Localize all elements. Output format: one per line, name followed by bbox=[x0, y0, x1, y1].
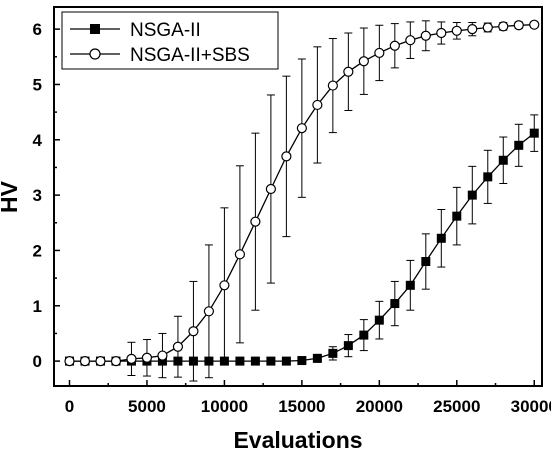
y-tick-label-1: 1 bbox=[33, 297, 42, 316]
legend-marker-sbs bbox=[89, 48, 101, 60]
data-point bbox=[390, 299, 400, 309]
data-point bbox=[281, 151, 292, 162]
y-axis-ticks: 0 1 2 3 4 5 6 bbox=[33, 20, 60, 371]
data-point bbox=[234, 249, 246, 260]
x-tick-label-0: 0 bbox=[65, 397, 74, 416]
data-point bbox=[79, 356, 91, 367]
data-point bbox=[374, 315, 384, 325]
data-point bbox=[420, 30, 431, 41]
plot-frame bbox=[53, 6, 543, 387]
data-point bbox=[513, 20, 524, 31]
legend-box bbox=[61, 11, 279, 70]
data-point bbox=[265, 183, 276, 195]
x-tick-label-4: 20000 bbox=[356, 397, 403, 416]
data-point bbox=[110, 356, 122, 367]
data-point bbox=[358, 56, 369, 67]
x-axis-title: Evaluations bbox=[233, 427, 362, 453]
data-point bbox=[235, 356, 245, 366]
data-point bbox=[203, 306, 215, 317]
series-1 bbox=[64, 19, 540, 382]
data-point bbox=[359, 330, 369, 340]
data-point bbox=[328, 348, 338, 358]
x-tick-label-2: 10000 bbox=[201, 397, 248, 416]
y-tick-label-2: 2 bbox=[33, 241, 42, 260]
data-point bbox=[296, 123, 307, 134]
data-point bbox=[421, 257, 431, 267]
data-point bbox=[482, 22, 493, 33]
y-tick-label-3: 3 bbox=[33, 186, 42, 205]
data-point bbox=[405, 280, 415, 290]
data-point bbox=[483, 172, 493, 182]
data-point bbox=[514, 140, 524, 150]
data-point bbox=[157, 350, 168, 361]
y-tick-label-6: 6 bbox=[33, 20, 42, 39]
data-point bbox=[529, 19, 540, 30]
data-point bbox=[95, 356, 106, 367]
legend-marker-nsga2 bbox=[90, 24, 100, 34]
legend: NSGA-II NSGA-II+SBS bbox=[61, 11, 279, 70]
data-point bbox=[498, 21, 509, 32]
legend-label-sbs: NSGA-II+SBS bbox=[130, 45, 250, 66]
x-tick-label-3: 15000 bbox=[278, 397, 325, 416]
x-tick-label-1: 5000 bbox=[128, 397, 166, 416]
data-point bbox=[452, 211, 462, 221]
legend-label-nsga2: NSGA-II bbox=[130, 20, 201, 41]
data-point bbox=[266, 356, 276, 366]
data-point bbox=[126, 353, 137, 364]
data-point bbox=[219, 280, 230, 291]
data-point bbox=[312, 99, 323, 111]
y-axis-title: HV bbox=[0, 180, 22, 213]
y-tick-label-4: 4 bbox=[33, 131, 43, 150]
data-point bbox=[467, 24, 478, 35]
data-point bbox=[327, 80, 338, 91]
y-tick-label-5: 5 bbox=[33, 75, 42, 94]
data-point bbox=[436, 233, 446, 243]
data-point bbox=[451, 25, 462, 36]
data-point bbox=[312, 353, 322, 363]
data-point bbox=[467, 190, 477, 200]
data-point bbox=[188, 326, 199, 337]
data-point bbox=[498, 155, 508, 165]
data-point bbox=[172, 341, 184, 352]
data-point bbox=[343, 341, 353, 351]
data-point bbox=[405, 35, 416, 46]
data-point bbox=[374, 47, 385, 59]
y-tick-label-0: 0 bbox=[33, 352, 42, 371]
series-layer bbox=[64, 19, 540, 382]
x-tick-label-5: 25000 bbox=[433, 397, 480, 416]
data-point bbox=[281, 356, 291, 366]
data-point bbox=[529, 128, 539, 138]
data-point bbox=[141, 352, 153, 363]
data-point bbox=[250, 356, 260, 366]
data-point bbox=[389, 40, 400, 51]
data-point bbox=[343, 66, 354, 77]
data-point bbox=[250, 216, 261, 227]
data-point bbox=[64, 356, 75, 367]
data-point bbox=[297, 356, 307, 366]
data-point bbox=[436, 27, 447, 39]
